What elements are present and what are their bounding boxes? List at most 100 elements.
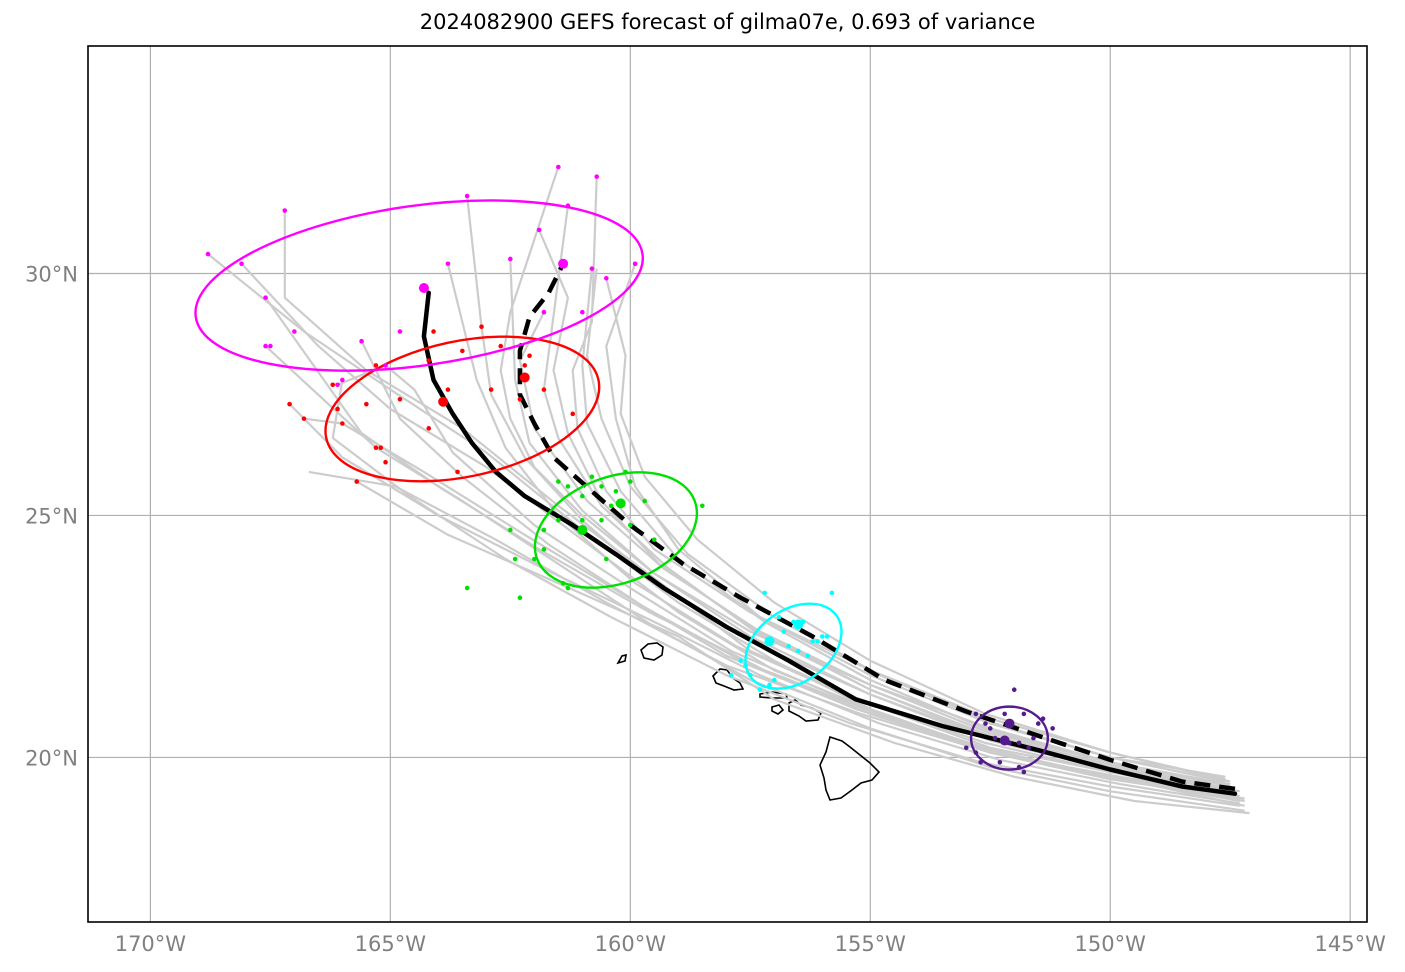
member-point: [771, 677, 777, 683]
member-point: [987, 726, 993, 731]
mean-track-line: [421, 290, 1238, 796]
member-track-22: [331, 379, 1240, 807]
member-point: [570, 411, 576, 417]
member-point: [556, 479, 561, 484]
hawaiian-islands-coastline: [616, 642, 881, 801]
member-point: [652, 537, 657, 542]
member-point: [268, 343, 273, 349]
map-title: 2024082900 GEFS forecast of gilma07e, 0.…: [419, 10, 1036, 34]
member-point: [426, 358, 432, 363]
forecast-track-line: [517, 262, 1236, 792]
lon-tick-label: 155°W: [835, 932, 907, 956]
member-point: [795, 648, 801, 654]
member-point: [340, 377, 345, 383]
uncertainty-ellipse-0: [969, 705, 1050, 771]
member-point: [383, 363, 388, 368]
member-point: [743, 663, 748, 668]
member-track-19: [308, 470, 1240, 800]
mean-point-1: [764, 636, 775, 647]
member-point: [973, 750, 979, 755]
member-point: [556, 517, 561, 523]
member-track-4: [356, 480, 1250, 815]
member-point: [541, 527, 547, 533]
member-point: [1021, 711, 1027, 717]
mean-point-4: [418, 282, 429, 293]
member-point: [599, 484, 604, 489]
member-point: [810, 638, 815, 644]
member-point: [824, 634, 830, 639]
member-point: [445, 261, 451, 267]
member-point: [460, 348, 465, 354]
member-point: [1026, 745, 1031, 751]
member-track-15: [303, 417, 1240, 798]
uncertainty-ellipse-3: [324, 335, 601, 483]
member-point: [541, 547, 547, 552]
member-track-12: [337, 364, 1236, 798]
member-point: [517, 397, 523, 402]
member-point: [565, 484, 571, 489]
member-point: [608, 503, 614, 509]
member-point: [1021, 769, 1027, 775]
member-point: [479, 324, 484, 330]
member-point: [628, 522, 633, 528]
member-point: [599, 517, 604, 523]
member-point: [594, 174, 600, 179]
plot-frame: [87, 45, 1368, 923]
member-point: [498, 343, 504, 349]
member-point: [786, 643, 791, 649]
member-point: [282, 208, 288, 213]
forecast-point-1: [793, 619, 804, 630]
member-point: [532, 556, 537, 562]
axis-ticks: 170°W 165°W 160°W 155°W 150°W 145°W 20°N 25°N 30…: [25, 262, 1386, 956]
member-track-23: [518, 311, 1231, 790]
member-point: [292, 329, 297, 334]
member-point: [373, 445, 379, 451]
member-point: [335, 382, 340, 388]
lon-tick-label: 165°W: [355, 932, 427, 956]
member-point: [556, 164, 561, 170]
member-point: [541, 309, 547, 315]
member-point: [781, 629, 787, 634]
lon-tick-label: 170°W: [115, 932, 187, 956]
member-track-3: [264, 345, 1245, 812]
member-point: [738, 658, 743, 663]
member-point: [373, 363, 379, 368]
member-point: [522, 363, 528, 368]
member-point: [431, 329, 436, 334]
member-point: [762, 590, 767, 596]
island-niihau: [616, 653, 627, 665]
member-point: [805, 653, 811, 659]
mean-point-2: [577, 524, 588, 535]
member-point: [488, 387, 494, 392]
member-point: [455, 469, 460, 475]
member-point: [604, 556, 609, 562]
ensemble-member-tracks: [207, 166, 1250, 815]
member-point: [1035, 721, 1041, 726]
lon-tick-label: 160°W: [595, 932, 667, 956]
member-point: [426, 426, 432, 431]
member-point: [301, 416, 307, 421]
member-track-1: [240, 263, 1240, 803]
member-track-13: [538, 229, 1231, 788]
member-point: [728, 672, 734, 678]
lon-tick-label: 150°W: [1075, 932, 1147, 956]
member-track-20: [446, 263, 1236, 795]
member-point: [330, 382, 336, 388]
member-point: [560, 580, 566, 586]
member-point: [464, 585, 470, 591]
member-point: [747, 672, 753, 678]
member-point: [383, 459, 388, 465]
forecast-track-dashed: [517, 262, 1236, 792]
member-point: [963, 745, 969, 751]
lat-tick-label: 30°N: [25, 262, 78, 286]
member-point: [819, 634, 825, 639]
member-point: [263, 343, 268, 349]
member-positions: [205, 164, 1055, 775]
island-oahu: [712, 668, 745, 691]
member-point: [536, 227, 542, 233]
member-track-11: [288, 403, 1240, 805]
member-point: [205, 251, 211, 257]
lon-tick-label: 145°W: [1315, 932, 1387, 956]
lat-tick-label: 20°N: [25, 746, 78, 770]
